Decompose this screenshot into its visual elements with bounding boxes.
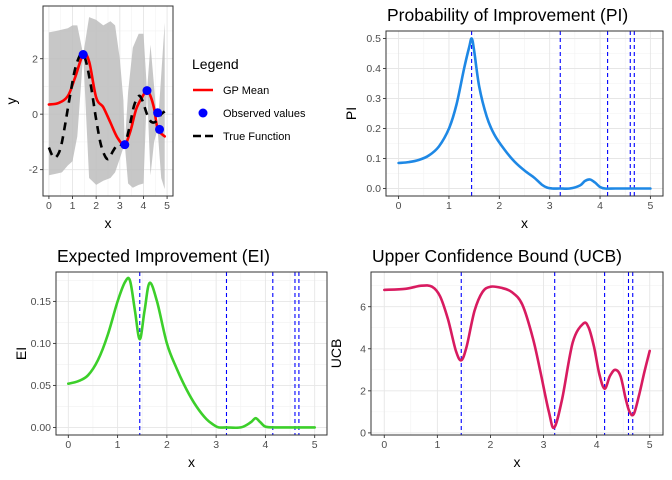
y-tick-label: 0 [32,109,38,121]
panel-border [385,30,664,197]
y-axis-label: y [3,98,19,105]
y-axis-label: EI [13,347,29,360]
axes: 0 1 2 3 4 5 0.0 0.1 0.2 0.3 0.4 0.5 x PI Probability o… [343,5,664,231]
y-tick-label: 0.2 [366,123,381,135]
x-axis-label: x [105,215,112,231]
plot-area [67,272,316,435]
observed-point-3 [153,108,163,118]
x-tick-label: 5 [164,200,170,212]
panel-border [55,271,328,436]
observed-point-4 [155,124,165,134]
legend: Legend GP Mean Observed values True Functio… [192,56,306,143]
x-tick-label: 4 [262,439,268,451]
x-tick-label: 0 [65,439,71,451]
x-axis-label: x [514,454,521,470]
chart-pi: 0 1 2 3 4 5 0.0 0.1 0.2 0.3 0.4 0.5 x PI Probability o… [343,5,664,231]
x-tick-label: 1 [446,200,452,212]
x-tick-label: 2 [93,200,99,212]
chart-ei: 0 1 2 3 4 5 0.00 0.05 0.10 0.15 x EI Expected Improv… [13,246,328,470]
x-tick-label: 4 [594,439,600,451]
x-tick-label: 0 [381,439,387,451]
y-tick-label: 0.3 [366,93,381,105]
series-line-0 [383,284,651,430]
y-tick-label: 0.05 [31,380,52,392]
y-tick-label: 6 [360,301,366,313]
y-axis-label: PI [343,107,359,120]
y-axis-label: UCB [328,339,344,369]
plot-area [397,31,652,196]
y-tick-label: 0.5 [366,33,381,45]
y-tick-label: 0.10 [31,338,52,350]
x-tick-label: 5 [312,439,318,451]
y-tick-label: 4 [360,343,366,355]
series-line-0 [67,276,316,430]
y-tick-label: 0 [360,427,366,439]
legend-entry-label: True Function [223,131,290,143]
x-tick-label: 4 [597,200,603,212]
grid [371,272,663,435]
x-tick-label: 5 [647,200,653,212]
y-tick-label: -2 [29,164,38,176]
panel-border [370,271,664,436]
x-axis-label: x [521,215,528,231]
y-tick-label: 0.0 [366,183,381,195]
x-tick-label: 3 [213,439,219,451]
y-tick-label: 0.1 [366,153,381,165]
x-tick-label: 0 [396,200,402,212]
axes: 0 1 2 3 4 5 0.00 0.05 0.10 0.15 x EI Expected Improv… [13,246,328,470]
chart-title: Expected Improvement (EI) [57,246,270,266]
x-tick-label: 1 [434,439,440,451]
y-tick-label: 0.4 [366,63,381,75]
legend-key-point [198,108,208,118]
x-tick-label: 2 [488,439,494,451]
axes: 0 1 2 3 4 5 0 2 4 6 x UCB Upper Confidence Bound (UC… [328,246,664,470]
x-tick-label: 3 [117,200,123,212]
observed-point-2 [142,86,152,96]
confidence-band [48,17,165,190]
x-tick-label: 0 [46,200,52,212]
y-tick-label: 2 [32,53,38,65]
x-tick-label: 1 [70,200,76,212]
chart-title: Upper Confidence Bound (UCB) [372,246,622,266]
x-tick-label: 1 [115,439,121,451]
y-tick-label: 0.15 [31,296,52,308]
chart-ucb: 0 1 2 3 4 5 0 2 4 6 x UCB Upper Confidence Bound (UC… [328,246,664,470]
observed-point-0 [78,50,88,60]
legend-title: Legend [192,56,239,72]
y-tick-label: 0.00 [31,422,52,434]
observed-point-1 [120,140,130,150]
x-tick-label: 3 [547,200,553,212]
x-axis-label: x [188,454,195,470]
x-tick-label: 3 [541,439,547,451]
x-tick-label: 2 [164,439,170,451]
panel-border [42,5,174,197]
plot-area [383,272,651,435]
legend-entry-label: GP Mean [223,85,269,97]
x-tick-label: 4 [141,200,147,212]
plot-area [47,17,166,190]
y-tick-label: 2 [360,385,366,397]
legend-entry-label: Observed values [223,108,306,120]
grid [56,272,327,435]
x-tick-label: 2 [496,200,502,212]
series-line-0 [397,37,652,191]
chart-title: Probability of Improvement (PI) [387,5,628,25]
x-tick-label: 5 [647,439,653,451]
